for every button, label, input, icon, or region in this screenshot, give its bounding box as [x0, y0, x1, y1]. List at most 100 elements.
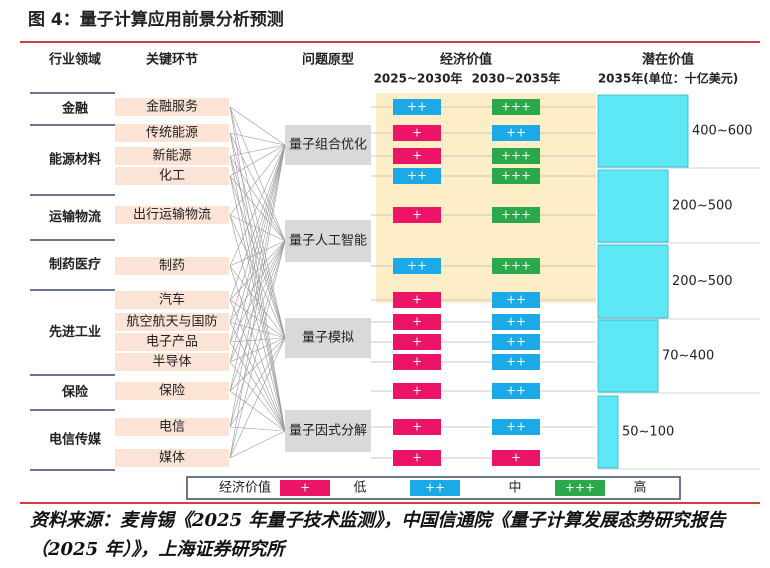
segment-label: 传统能源	[146, 126, 198, 141]
connector	[229, 430, 286, 459]
problem-box	[285, 410, 371, 452]
segment-box	[115, 147, 229, 165]
legend-swatch	[280, 480, 330, 496]
connector	[229, 144, 286, 301]
segment-box	[115, 206, 229, 224]
connector	[229, 337, 286, 459]
connector	[229, 240, 286, 392]
connector	[229, 144, 286, 459]
value-label: +	[511, 451, 521, 465]
connector	[229, 144, 286, 343]
connector	[229, 361, 286, 432]
value-box	[393, 450, 441, 466]
header: 经济价值	[440, 52, 492, 68]
connector	[229, 144, 286, 177]
segment-box	[115, 257, 229, 275]
connector	[229, 240, 286, 301]
potential-bar	[597, 169, 669, 243]
value-label: ++	[407, 100, 427, 114]
connector	[229, 155, 286, 339]
legend-symbol: +++	[565, 481, 595, 495]
connector	[229, 144, 286, 392]
value-label: ++	[506, 126, 526, 140]
legend-label: 低	[353, 481, 366, 496]
value-label: +	[412, 149, 422, 163]
value-label: +++	[501, 169, 531, 183]
value-box	[393, 207, 441, 223]
value-label: ++	[506, 384, 526, 398]
value-label: ++	[407, 169, 427, 183]
legend-title: 经济价值	[219, 480, 271, 496]
industry-label: 制药医疗	[49, 257, 101, 273]
potential-bar	[597, 319, 659, 393]
potential-label: 200~500	[672, 274, 733, 289]
segment-label: 航空航天与国防	[126, 314, 217, 330]
industry-label: 金融	[61, 101, 88, 117]
header: 行业领域	[48, 52, 101, 68]
segment-box	[115, 333, 229, 351]
value-label: ++	[506, 335, 526, 349]
value-label: +	[412, 420, 422, 434]
source: 资料来源：麦肯锡《2025 年量子技术监测》，中国信通院《量子计算发展态势研究报…	[30, 510, 726, 560]
connector	[229, 144, 286, 428]
connector	[229, 175, 286, 432]
value-label: +++	[501, 100, 531, 114]
connector	[229, 132, 286, 146]
connector	[229, 214, 286, 432]
value-label: +	[412, 384, 422, 398]
legend-symbol: ++	[425, 481, 445, 495]
problem-box	[285, 318, 371, 358]
segment-box	[115, 167, 229, 185]
legend-symbol: +	[300, 481, 310, 495]
value-box	[492, 292, 540, 308]
header: 关键环节	[146, 52, 198, 68]
header: 2025~2030年	[374, 71, 463, 86]
legend-label: 中	[508, 481, 521, 496]
value-label: ++	[506, 315, 526, 329]
segment-label: 半导体	[152, 355, 191, 370]
value-label: +	[412, 355, 422, 369]
segment-box	[115, 418, 229, 436]
problem-label: 量子组合优化	[289, 138, 367, 153]
value-box	[492, 258, 540, 274]
potential-label: 70~400	[662, 349, 714, 364]
connector	[229, 106, 286, 242]
value-label: +++	[501, 149, 531, 163]
connector	[229, 155, 286, 432]
value-box	[393, 314, 441, 330]
connector	[229, 321, 286, 432]
connector	[229, 337, 286, 392]
value-box	[393, 292, 441, 308]
value-box	[492, 99, 540, 115]
value-label: +	[412, 293, 422, 307]
legend-swatch	[410, 480, 460, 496]
potential-bar	[597, 395, 619, 469]
problem-label: 量子模拟	[302, 331, 354, 346]
segment-box	[115, 98, 229, 116]
industry-label: 保险	[61, 384, 89, 400]
segment-label: 出行运输物流	[133, 207, 211, 223]
segment-box	[115, 291, 229, 309]
value-box	[393, 125, 441, 141]
value-box	[393, 168, 441, 184]
value-box	[393, 334, 441, 350]
connector	[229, 214, 286, 242]
segment-label: 制药	[159, 259, 185, 274]
value-box	[492, 168, 540, 184]
connector	[229, 240, 286, 459]
segment-label: 电子产品	[146, 335, 198, 350]
value-box	[492, 383, 540, 399]
segment-box	[115, 313, 229, 331]
value-box	[492, 314, 540, 330]
segment-label: 汽车	[159, 292, 185, 308]
header: 2035年(单位：十亿美元)	[598, 71, 738, 86]
value-box	[393, 354, 441, 370]
segment-label: 保险	[159, 384, 185, 399]
segment-label: 新能源	[152, 148, 191, 164]
value-label: ++	[407, 259, 427, 273]
header: 潜在价值	[642, 52, 694, 68]
potential-label: 50~100	[622, 425, 674, 440]
segment-box	[115, 124, 229, 142]
connector	[229, 175, 286, 339]
